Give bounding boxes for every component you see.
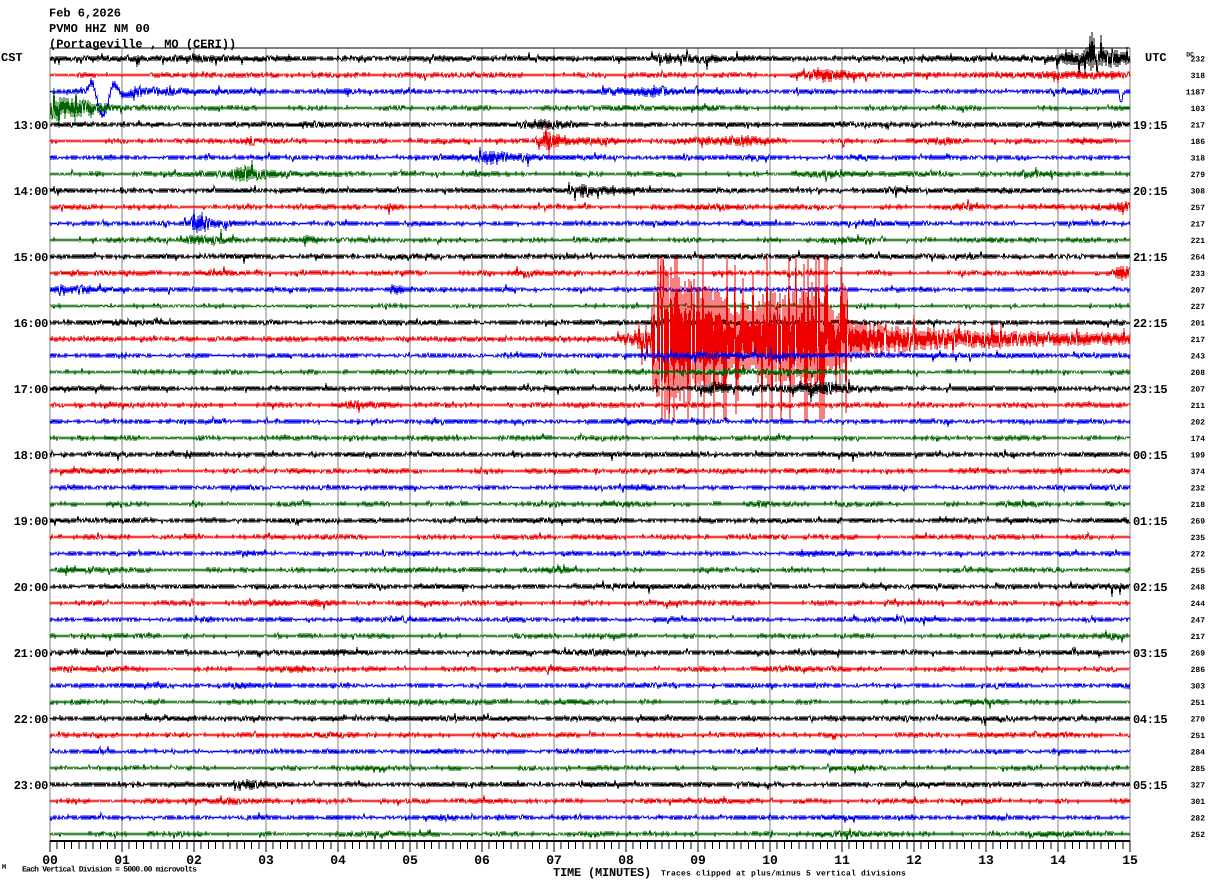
- svg-text:02: 02: [186, 853, 202, 868]
- svg-text:13:00: 13:00: [14, 119, 48, 133]
- svg-text:00: 00: [42, 853, 58, 868]
- svg-text:252: 252: [1191, 831, 1206, 840]
- svg-text:270: 270: [1191, 715, 1206, 724]
- svg-text:318: 318: [1191, 72, 1206, 81]
- svg-text:286: 286: [1191, 666, 1206, 675]
- svg-text:217: 217: [1191, 336, 1206, 345]
- svg-text:09: 09: [690, 853, 706, 868]
- svg-text:227: 227: [1191, 303, 1206, 312]
- svg-text:269: 269: [1191, 517, 1206, 526]
- svg-text:08: 08: [618, 853, 634, 868]
- svg-text:251: 251: [1191, 699, 1206, 708]
- svg-text:186: 186: [1191, 138, 1206, 147]
- svg-text:06: 06: [474, 853, 490, 868]
- svg-text:244: 244: [1191, 600, 1206, 609]
- svg-text:14: 14: [1050, 853, 1066, 868]
- svg-text:12: 12: [906, 853, 922, 868]
- svg-text:19:15: 19:15: [1133, 119, 1167, 133]
- svg-text:18:00: 18:00: [14, 449, 48, 463]
- svg-text:23:00: 23:00: [14, 779, 48, 793]
- svg-text:247: 247: [1191, 616, 1206, 625]
- svg-text:284: 284: [1191, 748, 1206, 757]
- svg-text:DC: DC: [1186, 52, 1194, 59]
- svg-text:374: 374: [1191, 468, 1206, 477]
- svg-text:211: 211: [1191, 402, 1206, 411]
- svg-text:217: 217: [1191, 633, 1206, 642]
- svg-text:04:15: 04:15: [1133, 713, 1167, 727]
- svg-text:327: 327: [1191, 781, 1206, 790]
- svg-text:235: 235: [1191, 534, 1206, 543]
- svg-text:217: 217: [1191, 121, 1206, 130]
- svg-text:285: 285: [1191, 765, 1206, 774]
- svg-text:248: 248: [1191, 583, 1206, 592]
- svg-text:264: 264: [1191, 253, 1206, 262]
- svg-text:21:00: 21:00: [14, 647, 48, 661]
- svg-text:04: 04: [330, 853, 346, 868]
- svg-text:103: 103: [1191, 105, 1206, 114]
- svg-text:10: 10: [762, 853, 778, 868]
- svg-text:03: 03: [258, 853, 274, 868]
- svg-text:232: 232: [1191, 55, 1206, 64]
- svg-text:UTC: UTC: [1145, 51, 1167, 65]
- svg-text:174: 174: [1191, 435, 1206, 444]
- svg-text:199: 199: [1191, 451, 1206, 460]
- svg-text:202: 202: [1191, 418, 1206, 427]
- svg-text:1187: 1187: [1186, 88, 1205, 97]
- svg-text:PVMO HHZ NM 00: PVMO HHZ NM 00: [49, 22, 150, 36]
- svg-text:01:15: 01:15: [1133, 515, 1167, 529]
- svg-text:279: 279: [1191, 171, 1206, 180]
- svg-text:20:15: 20:15: [1133, 185, 1167, 199]
- svg-text:251: 251: [1191, 732, 1206, 741]
- svg-text:00:15: 00:15: [1133, 449, 1167, 463]
- svg-text:22:00: 22:00: [14, 713, 48, 727]
- svg-text:232: 232: [1191, 484, 1206, 493]
- svg-text:13: 13: [978, 853, 994, 868]
- svg-text:303: 303: [1191, 682, 1206, 691]
- svg-text:17:00: 17:00: [14, 383, 48, 397]
- svg-text:22:15: 22:15: [1133, 317, 1167, 331]
- svg-text:Traces clipped at plus/minus 5: Traces clipped at plus/minus 5 vertical …: [661, 870, 906, 879]
- svg-text:301: 301: [1191, 798, 1206, 807]
- svg-text:M: M: [2, 864, 6, 872]
- svg-text:(Portageville , MO (CERI)): (Portageville , MO (CERI)): [49, 38, 236, 52]
- svg-text:01: 01: [114, 853, 130, 868]
- svg-text:Each Vertical Division = 5000.: Each Vertical Division = 5000.00 microvo…: [22, 866, 197, 875]
- svg-text:03:15: 03:15: [1133, 647, 1167, 661]
- svg-text:14:00: 14:00: [14, 185, 48, 199]
- svg-text:23:15: 23:15: [1133, 383, 1167, 397]
- svg-text:308: 308: [1191, 187, 1206, 196]
- svg-text:318: 318: [1191, 154, 1206, 163]
- svg-text:15:00: 15:00: [14, 251, 48, 265]
- svg-text:15: 15: [1122, 853, 1138, 868]
- svg-text:221: 221: [1191, 237, 1206, 246]
- svg-text:20:00: 20:00: [14, 581, 48, 595]
- svg-text:282: 282: [1191, 814, 1206, 823]
- svg-text:02:15: 02:15: [1133, 581, 1167, 595]
- svg-text:233: 233: [1191, 270, 1206, 279]
- svg-text:05: 05: [402, 853, 418, 868]
- svg-text:218: 218: [1191, 501, 1206, 510]
- svg-text:217: 217: [1191, 220, 1206, 229]
- svg-text:CST: CST: [1, 51, 23, 65]
- svg-text:269: 269: [1191, 649, 1206, 658]
- svg-text:Feb 6,2026: Feb 6,2026: [49, 7, 121, 21]
- svg-text:07: 07: [546, 853, 562, 868]
- svg-text:05:15: 05:15: [1133, 779, 1167, 793]
- svg-text:201: 201: [1191, 319, 1206, 328]
- svg-text:16:00: 16:00: [14, 317, 48, 331]
- svg-text:207: 207: [1191, 286, 1206, 295]
- svg-text:11: 11: [834, 853, 850, 868]
- svg-text:257: 257: [1191, 204, 1206, 213]
- svg-text:243: 243: [1191, 352, 1206, 361]
- svg-text:TIME (MINUTES): TIME (MINUTES): [553, 866, 651, 880]
- svg-text:207: 207: [1191, 385, 1206, 394]
- svg-text:208: 208: [1191, 369, 1206, 378]
- svg-text:19:00: 19:00: [14, 515, 48, 529]
- svg-text:255: 255: [1191, 567, 1206, 576]
- svg-text:21:15: 21:15: [1133, 251, 1167, 265]
- svg-text:272: 272: [1191, 550, 1206, 559]
